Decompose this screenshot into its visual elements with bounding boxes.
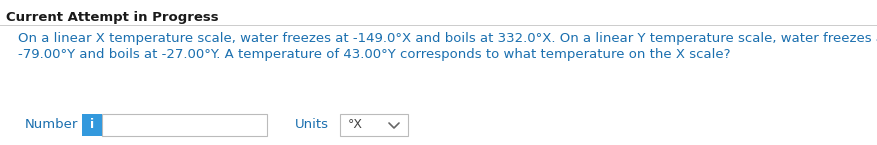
FancyBboxPatch shape: [340, 114, 408, 136]
FancyBboxPatch shape: [82, 114, 102, 136]
Text: On a linear X temperature scale, water freezes at -149.0°X and boils at 332.0°X.: On a linear X temperature scale, water f…: [18, 32, 877, 45]
Text: Number: Number: [25, 118, 78, 132]
FancyBboxPatch shape: [102, 114, 267, 136]
Text: -79.00°Y and boils at -27.00°Y. A temperature of 43.00°Y corresponds to what tem: -79.00°Y and boils at -27.00°Y. A temper…: [18, 48, 731, 61]
Text: Units: Units: [295, 118, 329, 132]
Text: Current Attempt in Progress: Current Attempt in Progress: [6, 11, 218, 24]
Text: °X: °X: [348, 118, 363, 132]
Text: i: i: [90, 118, 94, 132]
